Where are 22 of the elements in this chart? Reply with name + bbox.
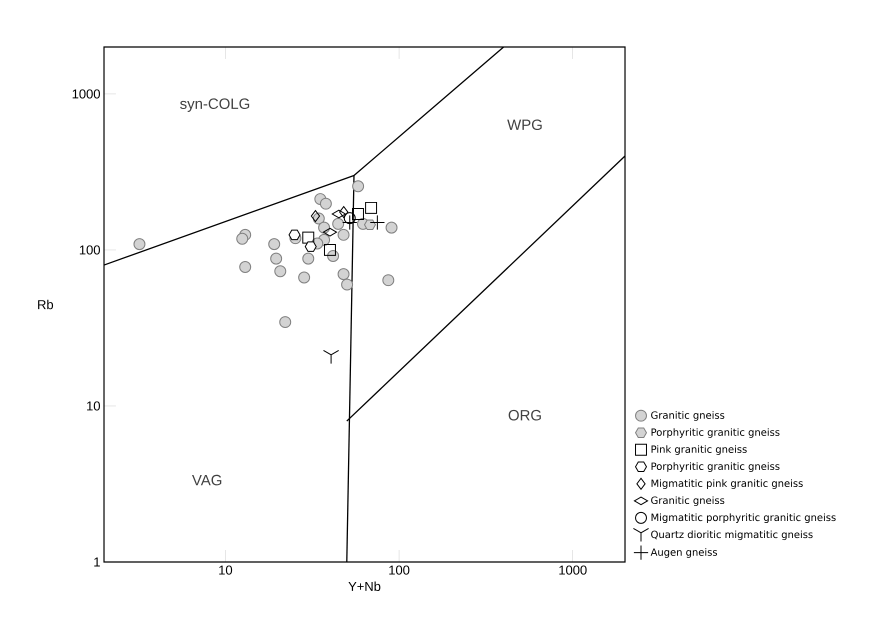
x-tick-label: 100: [389, 566, 410, 575]
x-axis-title: Y+Nb: [348, 582, 380, 592]
legend-label: Porphyritic granitic gneiss: [652, 428, 780, 438]
annotation: ORG: [508, 410, 541, 420]
legend-label: Porphyritic granitic gneiss: [652, 462, 780, 472]
y-tick-label: 10: [87, 401, 100, 411]
annotation: syn-COLG: [180, 98, 250, 112]
annotation: WPG: [507, 119, 542, 130]
legend-label: Augen gneiss: [650, 548, 718, 558]
y-tick-label: 1: [94, 558, 100, 566]
y-tick-label: 100: [80, 245, 100, 255]
y-axis-title: Rb: [38, 300, 54, 310]
legend-label: Pink granitic gneiss: [652, 445, 747, 455]
x-tick-label: 1000: [559, 566, 587, 575]
legend-label: Granitic gneiss: [651, 411, 724, 421]
legend-label: Quartz dioritic migmatitic gneiss: [651, 530, 813, 540]
annotation: VAG: [192, 474, 222, 486]
legend-label: Migmatitic porphyritic granitic gneiss: [652, 513, 836, 524]
x-tick-label: 10: [219, 566, 232, 575]
legend-label: Granitic gneiss: [651, 496, 724, 506]
legend-label: Migmatitic pink granitic gneiss: [652, 479, 803, 489]
y-tick-label: 1000: [72, 89, 100, 99]
